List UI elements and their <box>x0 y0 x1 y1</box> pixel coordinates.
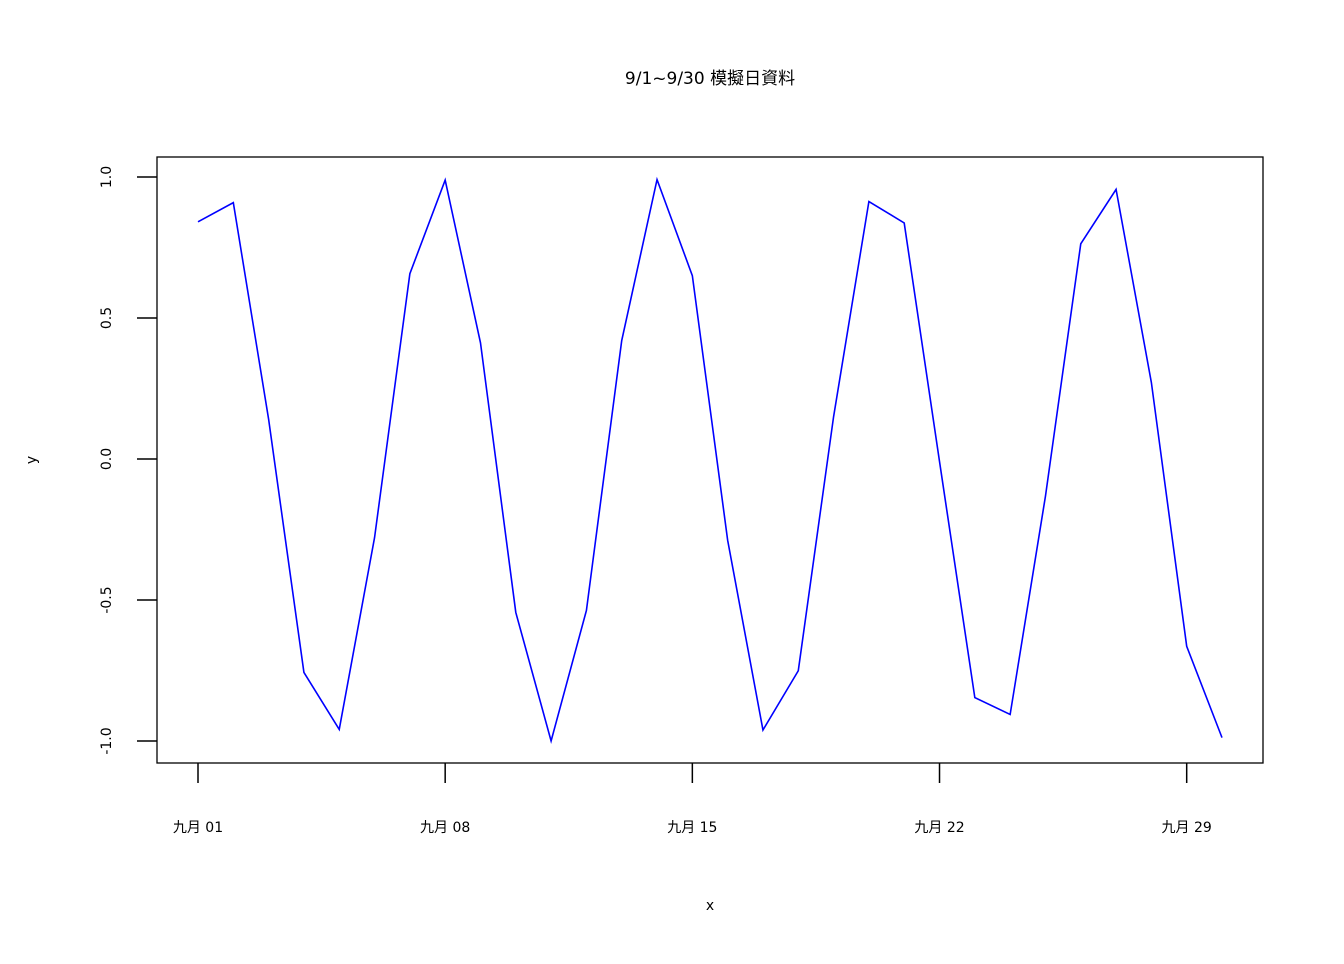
plot-frame <box>157 157 1263 763</box>
y-tick-label: -0.5 <box>99 586 115 613</box>
x-tick-label: 九月 01 <box>173 820 223 836</box>
x-tick-label: 九月 08 <box>420 820 470 836</box>
series-line <box>198 180 1222 741</box>
y-axis: -1.0 -0.5 0.0 0.5 1.0 <box>99 166 157 755</box>
x-tick-label: 九月 22 <box>914 820 964 836</box>
y-tick-label: 1.0 <box>99 166 115 188</box>
y-axis-label: y <box>24 456 40 464</box>
x-tick-label: 九月 15 <box>667 820 717 836</box>
x-axis: 九月 01 九月 08 九月 15 九月 22 九月 29 <box>173 763 1212 836</box>
y-tick-label: 0.0 <box>99 448 115 470</box>
x-tick-label: 九月 29 <box>1162 820 1212 836</box>
chart-title: 9/1~9/30 模擬日資料 <box>625 69 795 89</box>
y-tick-label: 0.5 <box>99 307 115 329</box>
x-axis-label: x <box>706 898 714 914</box>
y-tick-label: -1.0 <box>99 727 115 754</box>
